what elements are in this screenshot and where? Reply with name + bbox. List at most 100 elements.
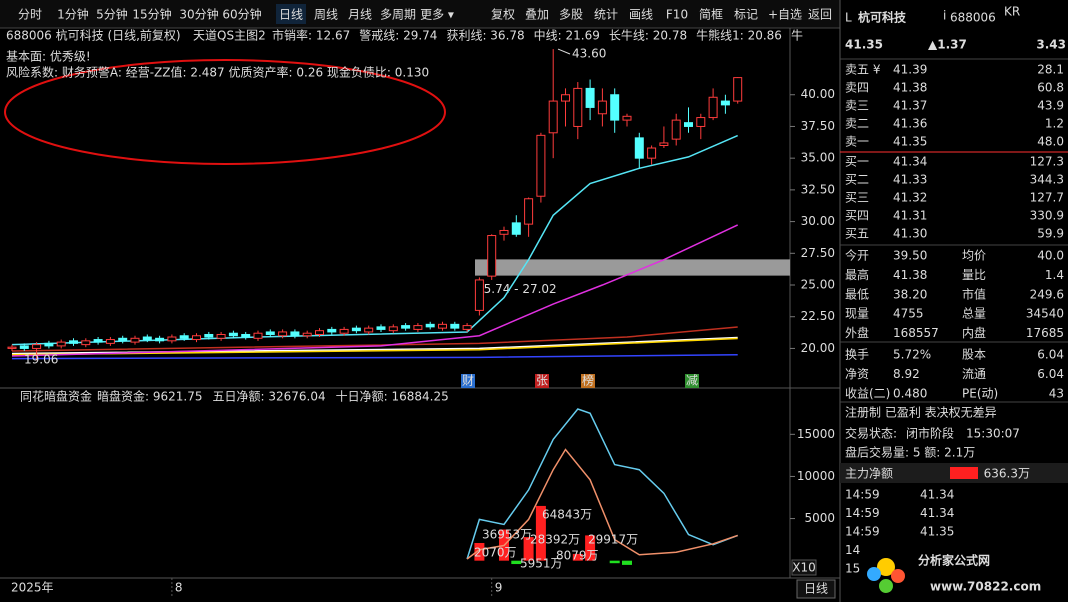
tool-button[interactable]: 统计 [594,8,618,22]
book-label: 买二 [845,173,869,187]
tick-time: 14:59 [845,488,880,502]
stat-value: 4755 [893,307,924,321]
candle-body [265,331,275,335]
tool-button[interactable]: F10 [666,8,688,22]
candle-body [487,235,497,277]
stat-label: 换手 [845,348,869,362]
candle-body [118,337,128,342]
candle-body [204,333,214,338]
stat-label: 内盘 [962,325,986,340]
chart-title: 688006 杭可科技 (日线,前复权) [6,28,181,43]
tool-button[interactable]: +自选 [768,8,802,22]
band-label: 25.74 - 27.02 [476,282,557,296]
book-price: 41.32 [893,191,927,205]
price-change-pct: 3.43 [1036,38,1066,52]
candle-body [44,342,54,347]
tab-active [276,4,306,24]
period-tab[interactable]: 日线 [279,8,303,22]
watermark [867,558,905,593]
period-tab[interactable]: 5分钟 [96,7,128,22]
indicator-stat: 十日净额: 16884.25 [336,390,449,404]
tick-price: 41.35 [920,525,954,539]
event-marker [535,374,549,388]
tool-button[interactable]: 多股 [559,8,583,22]
book-volume: 1.2 [1045,117,1064,131]
flow-bar [523,537,534,561]
candle-body [290,331,300,337]
period-tab[interactable]: 月线 [348,8,372,22]
book-volume: 344.3 [1030,173,1064,187]
stat-value: 1.4 [1045,268,1064,282]
book-price: 41.31 [893,209,927,223]
book-volume: 43.9 [1037,99,1064,113]
indicator-value: 牛 [791,28,803,43]
candle-body [659,142,669,146]
period-tab[interactable]: 15分钟 [132,7,171,22]
tool-button[interactable]: 叠加 [525,8,549,22]
book-volume: 28.1 [1037,63,1064,77]
tool-button[interactable]: 标记 [734,8,758,22]
period-tab[interactable]: 分时 [18,8,42,22]
candle-body [438,323,447,329]
stat-label: 最低 [845,287,869,301]
book-price: 41.30 [893,227,927,241]
indicator-value: 获利线: 36.78 [446,29,524,43]
candle-body [450,323,460,329]
stat-value: 34540 [1026,307,1064,321]
candle-body [597,100,607,115]
book-label: 买四 [845,209,869,223]
status-time: 15:30:07 [966,427,1020,441]
stat-label: 现量 [845,307,869,321]
period-tab[interactable]: 1分钟 [57,7,89,22]
price-change: ▲1.37 [928,38,967,52]
book-price: 41.39 [893,63,927,77]
stat-value: 0.480 [893,386,927,400]
tick-time: 14 [845,543,860,557]
stat-value: 38.20 [893,287,927,301]
candle-body [167,336,177,342]
last-price: 41.35 [845,38,883,52]
tool-button[interactable]: 复权 [491,8,515,22]
bar-annotation: 29917万 [588,533,638,547]
period-tab[interactable]: 60分钟 [222,7,261,22]
candle-body [228,332,238,337]
book-volume: 48.0 [1037,135,1064,149]
book-label: 买一 [845,155,869,169]
book-label: 买三 [845,191,869,205]
tool-button[interactable]: 返回 [808,8,832,22]
book-volume: 127.7 [1030,191,1064,205]
candle-body [105,339,115,344]
note: 风险系数: 财务预警A: 经营-ZZ值: 2.487 优质资产率: 0.26 现… [6,65,429,80]
period-tab[interactable]: 多周期 [380,8,416,22]
stat-value: 249.6 [1030,287,1064,301]
y-tick-label: 27.50 [801,246,835,260]
stat-label: 今开 [845,248,869,263]
stat-label: PE(动) [962,386,998,400]
indicator-value: 警戒线: 29.74 [359,28,437,43]
period-tab[interactable]: 30分钟 [179,7,218,22]
book-label: 卖四 [845,81,869,95]
candle-body [327,328,337,333]
stat-label: 收益(二) [845,386,890,400]
stat-label: 均价 [962,249,986,263]
tool-button[interactable]: 画线 [629,8,653,22]
y-tick-label: 35.00 [801,151,835,165]
tool-button[interactable]: 简框 [699,8,723,22]
candle-body [388,326,398,332]
candle-body [425,323,435,328]
candle-body [339,328,349,334]
logo-petal [891,569,905,583]
book-label: 卖二 [845,117,869,131]
stat-label: 最高 [845,267,869,282]
period-tab[interactable]: 更多 ▾ [420,8,454,22]
period-tab[interactable]: 周线 [314,8,338,22]
stat-value: 17685 [1026,326,1064,340]
info-tag: i [943,9,946,23]
flow-indicator [950,467,978,479]
event-marker [685,374,699,388]
moving-average [11,354,738,360]
bar-annotation: 36953万 [482,528,532,542]
stat-label: 净资 [845,367,869,381]
